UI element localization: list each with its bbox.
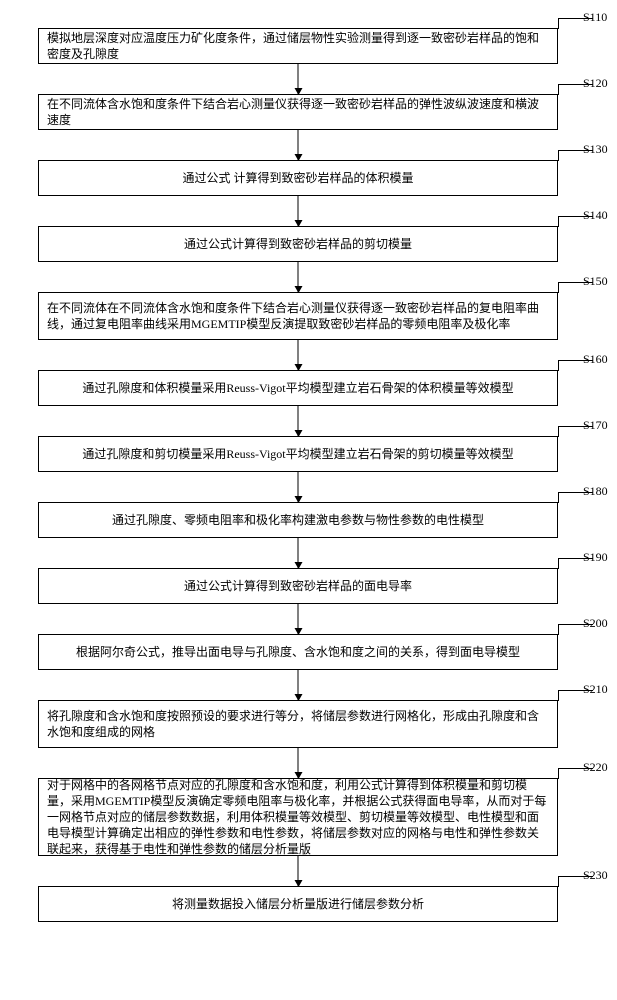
step-box-s120: 在不同流体含水饱和度条件下结合岩心测量仪获得逐一致密砂岩样品的弹性波纵波速度和横… xyxy=(38,94,558,130)
flow-arrow xyxy=(298,64,299,94)
step-text: 根据阿尔奇公式，推导出面电导与孔隙度、含水饱和度之间的关系，得到面电导模型 xyxy=(76,644,520,660)
step-box-s180: 通过孔隙度、零频电阻率和极化率构建激电参数与物性参数的电性模型 xyxy=(38,502,558,538)
step-text: 将测量数据投入储层分析量版进行储层参数分析 xyxy=(172,896,424,912)
flow-arrow xyxy=(298,472,299,502)
flow-arrow xyxy=(298,406,299,436)
flow-arrow xyxy=(298,604,299,634)
step-box-s150: 在不同流体在不同流体含水饱和度条件下结合岩心测量仪获得逐一致密砂岩样品的复电阻率… xyxy=(38,292,558,340)
leader-drop xyxy=(558,691,559,701)
step-box-s140: 通过公式计算得到致密砂岩样品的剪切模量 xyxy=(38,226,558,262)
step-box-s110: 模拟地层深度对应温度压力矿化度条件，通过储层物性实验测量得到逐一致密砂岩样品的饱… xyxy=(38,28,558,64)
leader-line xyxy=(558,876,593,877)
step-text: 在不同流体含水饱和度条件下结合岩心测量仪获得逐一致密砂岩样品的弹性波纵波速度和横… xyxy=(47,96,549,128)
step-text: 在不同流体在不同流体含水饱和度条件下结合岩心测量仪获得逐一致密砂岩样品的复电阻率… xyxy=(47,300,549,332)
flow-arrow xyxy=(298,340,299,370)
step-text: 对于网格中的各网格节点对应的孔隙度和含水饱和度，利用公式计算得到体积模量和剪切模… xyxy=(47,777,549,858)
flow-arrow xyxy=(298,538,299,568)
flow-arrow xyxy=(298,748,299,778)
step-box-s190: 通过公式计算得到致密砂岩样品的面电导率 xyxy=(38,568,558,604)
leader-line xyxy=(558,18,593,19)
step-text: 通过孔隙度、零频电阻率和极化率构建激电参数与物性参数的电性模型 xyxy=(112,512,484,528)
leader-line xyxy=(558,690,593,691)
flowchart-page: 模拟地层深度对应温度压力矿化度条件，通过储层物性实验测量得到逐一致密砂岩样品的饱… xyxy=(0,0,617,1000)
leader-drop xyxy=(558,151,559,161)
leader-line xyxy=(558,492,593,493)
leader-drop xyxy=(558,769,559,779)
leader-line xyxy=(558,216,593,217)
leader-drop xyxy=(558,217,559,227)
flow-arrow xyxy=(298,196,299,226)
leader-line xyxy=(558,768,593,769)
step-text: 通过公式计算得到致密砂岩样品的剪切模量 xyxy=(184,236,412,252)
step-box-s160: 通过孔隙度和体积模量采用Reuss-Vigot平均模型建立岩石骨架的体积模量等效… xyxy=(38,370,558,406)
step-text: 将孔隙度和含水饱和度按照预设的要求进行等分，将储层参数进行网格化，形成由孔隙度和… xyxy=(47,708,549,740)
leader-line xyxy=(558,558,593,559)
leader-drop xyxy=(558,559,559,569)
step-text: 模拟地层深度对应温度压力矿化度条件，通过储层物性实验测量得到逐一致密砂岩样品的饱… xyxy=(47,30,549,62)
leader-drop xyxy=(558,625,559,635)
step-text: 通过公式 计算得到致密砂岩样品的体积模量 xyxy=(182,170,413,186)
leader-line xyxy=(558,426,593,427)
leader-drop xyxy=(558,19,559,29)
step-text: 通过孔隙度和剪切模量采用Reuss-Vigot平均模型建立岩石骨架的剪切模量等效… xyxy=(82,446,513,462)
leader-drop xyxy=(558,361,559,371)
flow-arrow xyxy=(298,670,299,700)
step-box-s200: 根据阿尔奇公式，推导出面电导与孔隙度、含水饱和度之间的关系，得到面电导模型 xyxy=(38,634,558,670)
leader-drop xyxy=(558,877,559,887)
step-text: 通过公式计算得到致密砂岩样品的面电导率 xyxy=(184,578,412,594)
step-box-s230: 将测量数据投入储层分析量版进行储层参数分析 xyxy=(38,886,558,922)
step-box-s220: 对于网格中的各网格节点对应的孔隙度和含水饱和度，利用公式计算得到体积模量和剪切模… xyxy=(38,778,558,856)
leader-line xyxy=(558,150,593,151)
leader-drop xyxy=(558,427,559,437)
flow-arrow xyxy=(298,130,299,160)
leader-line xyxy=(558,360,593,361)
step-box-s130: 通过公式 计算得到致密砂岩样品的体积模量 xyxy=(38,160,558,196)
leader-drop xyxy=(558,493,559,503)
leader-line xyxy=(558,282,593,283)
step-box-s170: 通过孔隙度和剪切模量采用Reuss-Vigot平均模型建立岩石骨架的剪切模量等效… xyxy=(38,436,558,472)
leader-line xyxy=(558,624,593,625)
leader-drop xyxy=(558,283,559,293)
flow-arrow xyxy=(298,262,299,292)
flow-arrow xyxy=(298,856,299,886)
leader-line xyxy=(558,84,593,85)
leader-drop xyxy=(558,85,559,95)
step-text: 通过孔隙度和体积模量采用Reuss-Vigot平均模型建立岩石骨架的体积模量等效… xyxy=(82,380,513,396)
step-box-s210: 将孔隙度和含水饱和度按照预设的要求进行等分，将储层参数进行网格化，形成由孔隙度和… xyxy=(38,700,558,748)
